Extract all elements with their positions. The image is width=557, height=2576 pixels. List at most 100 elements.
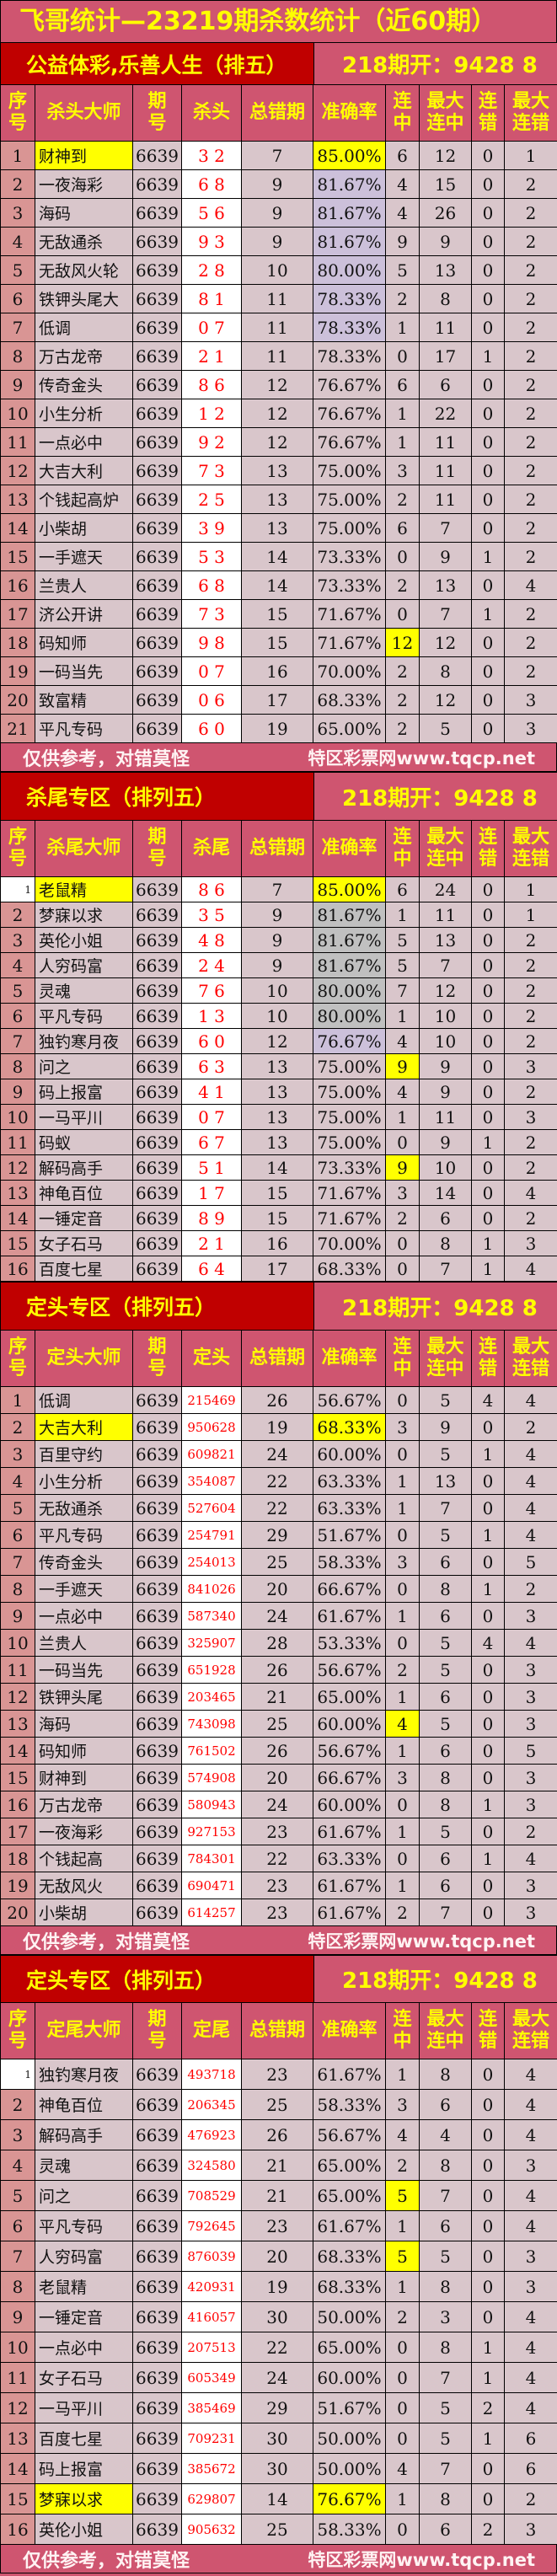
row-3-master-name: 英伦小姐 <box>35 928 133 953</box>
row-12-max-streak: 11 <box>420 457 472 485</box>
row-15-pick: 629807 <box>182 2484 242 2514</box>
row-15-period: 6639 <box>133 2484 182 2514</box>
row-5-max-miss: 2 <box>505 978 557 1004</box>
row-1-master-name: 财神到 <box>35 142 133 170</box>
row-6-seq: 6 <box>1 1004 35 1029</box>
row-1-master-name: 低调 <box>35 1387 133 1414</box>
row-4-seq: 4 <box>1 953 35 978</box>
row-6-total-misses: 11 <box>242 285 313 313</box>
site-link[interactable]: 特区彩票网www.tqcp.net <box>308 747 535 769</box>
row-11-seq: 11 <box>1 2363 35 2393</box>
row-11-master-name: 码蚁 <box>35 1130 133 1155</box>
row-12-total-misses: 13 <box>242 457 313 485</box>
row-3-max-miss: 2 <box>505 928 557 953</box>
row-3-total-misses: 9 <box>242 199 313 228</box>
row-1-seq: 1 <box>1 142 35 170</box>
row-8-accuracy: 78.33% <box>313 342 386 371</box>
row-20-max-streak: 12 <box>420 686 472 715</box>
row-2-master-name: 大吉大利 <box>35 1414 133 1441</box>
row-17-max-miss: 2 <box>505 1818 557 1845</box>
row-1-pick: 215469 <box>182 1387 242 1414</box>
row-21-pick: 6 0 <box>182 715 242 743</box>
row-1-accuracy: 56.67% <box>313 1387 386 1414</box>
row-9-current-miss: 0 <box>472 371 505 399</box>
row-4-current-miss: 0 <box>472 953 505 978</box>
row-10-current-streak: 1 <box>386 399 420 428</box>
row-2-period: 6639 <box>133 170 182 199</box>
row-5-total-misses: 10 <box>242 256 313 285</box>
row-2-pick: 206345 <box>182 2090 242 2120</box>
row-6-current-miss: 0 <box>472 2211 505 2241</box>
row-2-current-streak: 4 <box>386 170 420 199</box>
row-20-seq: 20 <box>1 1899 35 1926</box>
row-11-accuracy: 60.00% <box>313 2363 386 2393</box>
row-6-max-miss: 2 <box>505 285 557 313</box>
site-link[interactable]: 特区彩票网www.tqcp.net <box>308 1931 535 1952</box>
row-3-period: 6639 <box>133 928 182 953</box>
row-1-max-miss: 1 <box>505 142 557 170</box>
row-2-total-misses: 25 <box>242 2090 313 2120</box>
row-16-period: 6639 <box>133 2514 182 2545</box>
row-11-current-streak: 0 <box>386 2363 420 2393</box>
row-3-accuracy: 56.67% <box>313 2120 386 2150</box>
row-15-pick: 574908 <box>182 1765 242 1791</box>
row-2-seq: 2 <box>1 2090 35 2120</box>
row-15-accuracy: 70.00% <box>313 1231 386 1256</box>
row-18-pick: 9 8 <box>182 629 242 657</box>
row-11-total-misses: 13 <box>242 1130 313 1155</box>
row-11-period: 6639 <box>133 1130 182 1155</box>
row-16-period: 6639 <box>133 1791 182 1818</box>
row-5-pick: 7 6 <box>182 978 242 1004</box>
row-11-current-miss: 1 <box>472 1130 505 1155</box>
row-5-current-miss: 0 <box>472 978 505 1004</box>
row-15-current-miss: 1 <box>472 1231 505 1256</box>
row-16-seq: 16 <box>1 1256 35 1282</box>
row-3-current-streak: 4 <box>386 2120 420 2150</box>
row-3-max-streak: 4 <box>420 2120 472 2150</box>
row-2-max-miss: 4 <box>505 2090 557 2120</box>
row-1-current-streak: 0 <box>386 1387 420 1414</box>
row-11-master-name: 一点必中 <box>35 428 133 457</box>
row-6-max-miss: 4 <box>505 2211 557 2241</box>
site-link[interactable]: 特区彩票网www.tqcp.net <box>308 2549 535 2570</box>
row-9-max-miss: 2 <box>505 1079 557 1105</box>
row-18-period: 6639 <box>133 629 182 657</box>
row-19-current-streak: 1 <box>386 1872 420 1899</box>
row-16-accuracy: 58.33% <box>313 2514 386 2545</box>
row-5-max-miss: 4 <box>505 2181 557 2211</box>
row-9-total-misses: 30 <box>242 2302 313 2332</box>
row-11-max-miss: 3 <box>505 1657 557 1684</box>
row-1-period: 6639 <box>133 142 182 170</box>
row-8-accuracy: 66.67% <box>313 1576 386 1603</box>
row-10-total-misses: 12 <box>242 399 313 428</box>
row-19-total-misses: 23 <box>242 1872 313 1899</box>
row-6-period: 6639 <box>133 2211 182 2241</box>
row-1-accuracy: 61.67% <box>313 2059 386 2090</box>
row-8-max-miss: 2 <box>505 1576 557 1603</box>
row-15-pick: 2 1 <box>182 1231 242 1256</box>
row-11-accuracy: 56.67% <box>313 1657 386 1684</box>
row-7-period: 6639 <box>133 2241 182 2272</box>
row-17-current-streak: 0 <box>386 600 420 629</box>
column-header-max-streak: 最大 连中 <box>420 1330 472 1387</box>
column-header-max-streak: 最大 连中 <box>420 820 472 877</box>
row-14-accuracy: 71.67% <box>313 1206 386 1231</box>
row-6-pick: 8 1 <box>182 285 242 313</box>
row-1-seq: 1 <box>1 877 35 902</box>
disclaimer-text: 仅供参考，对错莫怪 <box>23 1931 190 1953</box>
row-1-max-streak: 12 <box>420 142 472 170</box>
row-2-accuracy: 58.33% <box>313 2090 386 2120</box>
row-2-current-miss: 0 <box>472 1414 505 1441</box>
row-10-master-name: 兰贵人 <box>35 1630 133 1657</box>
row-17-pick: 7 3 <box>182 600 242 629</box>
row-12-max-miss: 4 <box>505 2393 557 2423</box>
row-5-period: 6639 <box>133 978 182 1004</box>
row-15-max-miss: 3 <box>505 1765 557 1791</box>
row-17-max-streak: 5 <box>420 1818 472 1845</box>
row-17-master-name: 济公开讲 <box>35 600 133 629</box>
row-18-period: 6639 <box>133 1845 182 1872</box>
row-8-max-miss: 2 <box>505 342 557 371</box>
row-8-period: 6639 <box>133 1054 182 1079</box>
row-2-period: 6639 <box>133 2090 182 2120</box>
row-17-period: 6639 <box>133 1818 182 1845</box>
